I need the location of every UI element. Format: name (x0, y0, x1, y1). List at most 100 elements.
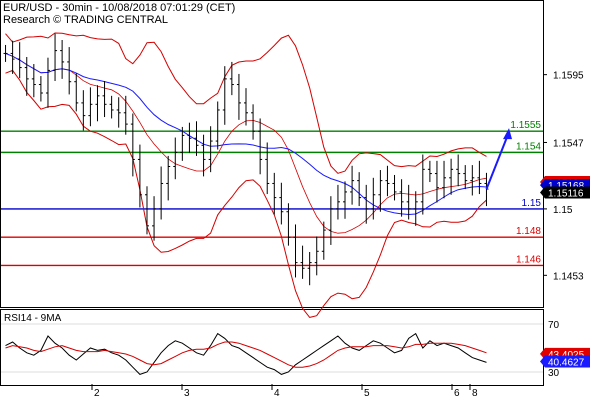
candle-27 (194, 121, 199, 156)
candle-50 (357, 172, 362, 207)
candle-35 (251, 104, 256, 140)
candle-49 (350, 165, 355, 205)
candle-32 (229, 61, 234, 96)
candle-53 (378, 170, 383, 212)
candle-19 (137, 144, 142, 208)
bollinger-upper (5, 32, 487, 174)
candle-42 (300, 245, 305, 279)
candle-61 (434, 160, 439, 203)
candle-66 (470, 165, 475, 196)
candle-40 (286, 203, 291, 246)
candle-25 (180, 126, 185, 161)
rsi-series-0 (5, 332, 487, 375)
x-tick-label-1: 3 (184, 388, 190, 399)
candle-6 (45, 57, 50, 108)
candle-54 (385, 165, 390, 197)
axes: 1.15951.15471.151.14531.15191.151681.151… (91, 71, 590, 399)
rsi-tag-1: 40.4627 (540, 355, 590, 368)
candle-21 (152, 196, 157, 241)
candle-10 (74, 73, 79, 112)
y-tick-label-2: 1.15 (553, 205, 573, 216)
y-tick-label-0: 1.1595 (553, 71, 584, 82)
candle-57 (406, 184, 411, 220)
candle-31 (222, 66, 227, 125)
price-panel-frame (0, 0, 544, 308)
candle-0 (3, 44, 8, 62)
forecast-arrow-shaft (485, 136, 508, 190)
candle-51 (364, 184, 369, 224)
candle-33 (236, 73, 241, 120)
level-label-2: 1.15 (522, 198, 542, 209)
level-label-3: 1.148 (516, 226, 541, 237)
price-tag-2: 1.15116 (540, 186, 590, 200)
forecast-arrow-head (503, 128, 512, 140)
candle-34 (244, 88, 248, 126)
candle-59 (420, 154, 425, 215)
price-panel: 1.1555 1.154 1.15 1.148 1.146 (1, 32, 543, 318)
chart-title: EUR/USD - 30min - 10/08/2018 07:01:29 (C… (3, 2, 236, 14)
x-tick-label-4: 6 (454, 388, 460, 399)
candle-23 (166, 155, 171, 201)
rsi-tick-label-0: 70 (548, 320, 560, 331)
candle-26 (187, 122, 192, 154)
candle-5 (38, 76, 43, 102)
candle-16 (116, 97, 121, 128)
candle-56 (399, 179, 404, 217)
candle-22 (159, 166, 164, 220)
candle-47 (335, 184, 340, 220)
level-label-1: 1.154 (516, 141, 541, 152)
rsi-tag-label-1: 40.4627 (548, 357, 585, 368)
candle-18 (130, 113, 135, 177)
candle-41 (293, 224, 298, 278)
x-tick-label-5: 8 (472, 388, 478, 399)
candle-11 (81, 90, 86, 131)
y-tick-label-3: 1.1453 (553, 271, 584, 282)
candle-4 (31, 64, 36, 98)
x-tick-label-2: 4 (274, 388, 280, 399)
candle-55 (392, 174, 397, 201)
candle-44 (314, 236, 319, 276)
rsi-series-1 (5, 341, 487, 368)
candle-29 (208, 126, 213, 173)
candle-15 (109, 95, 114, 119)
candle-13 (95, 85, 100, 122)
candle-39 (279, 182, 284, 225)
candle-38 (272, 172, 277, 215)
candle-64 (456, 154, 461, 187)
moving-average (5, 52, 487, 216)
candle-9 (67, 47, 72, 95)
candle-67 (477, 160, 482, 195)
candle-52 (371, 177, 376, 220)
chart-credit: Research © TRADING CENTRAL (3, 14, 168, 26)
candle-46 (328, 196, 333, 245)
rsi-tick-label-1: 30 (548, 368, 560, 379)
candle-12 (88, 87, 93, 127)
candle-37 (265, 142, 270, 195)
candle-17 (123, 95, 128, 135)
rsi-panel-frame (0, 309, 544, 386)
candle-63 (449, 158, 454, 195)
bollinger-lower (5, 69, 487, 318)
candle-1 (10, 40, 15, 74)
candle-2 (17, 42, 22, 79)
candle-3 (24, 56, 29, 96)
candle-28 (201, 134, 206, 177)
candle-58 (413, 191, 418, 226)
level-label-4: 1.146 (516, 254, 541, 265)
candle-14 (102, 80, 107, 118)
candle-36 (258, 118, 263, 175)
candle-7 (53, 33, 58, 81)
candle-45 (321, 221, 326, 260)
candle-60 (427, 160, 432, 183)
candle-30 (215, 101, 220, 150)
price-tag-label-2: 1.15116 (548, 189, 584, 200)
bollinger-mid (5, 53, 487, 234)
candle-8 (60, 40, 65, 79)
rsi-tag-label-0: 43.4025 (548, 350, 585, 361)
candle-48 (343, 181, 348, 219)
candle-65 (463, 165, 468, 190)
level-label-0: 1.1555 (510, 120, 541, 131)
candle-24 (173, 137, 178, 180)
rsi-title: RSI14 - 9MA (4, 313, 62, 324)
